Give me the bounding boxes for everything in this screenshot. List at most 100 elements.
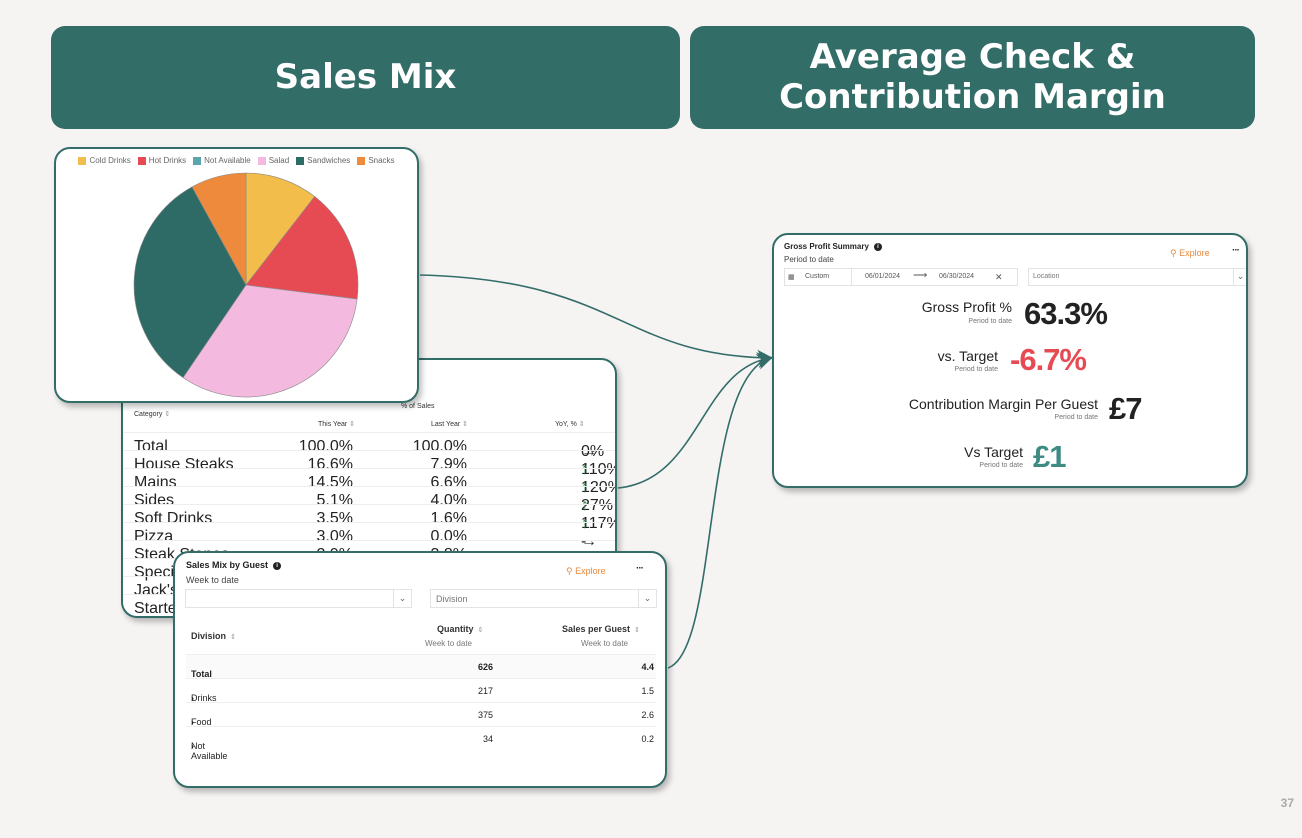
pie-legend: Cold Drinks Hot Drinks Not Available Salad S… <box>56 149 417 165</box>
chevron-right-icon[interactable]: › <box>191 741 194 751</box>
date-range-picker[interactable]: ▦ Custom 06/01/2024 ⟶ 06/30/2024 ✕ <box>784 268 1018 286</box>
sales-mix-pie-card: Cold Drinks Hot Drinks Not Available Salad S… <box>54 147 419 403</box>
connector-table-to-gp <box>617 352 774 489</box>
contribution-margin-value: £7 <box>1109 391 1142 426</box>
date-from[interactable]: 06/01/2024 <box>865 273 901 280</box>
contribution-margin-sub: Period to date <box>1054 414 1098 421</box>
trend-icon: → <box>581 443 597 460</box>
contribution-margin-label: Contribution Margin Per Guest <box>908 396 1098 412</box>
sales-mix-by-guest-card: Sales Mix by Guest i Week to date ⚲ Explo… <box>173 551 667 788</box>
legend-item[interactable]: Cold Drinks <box>78 156 131 165</box>
divider <box>851 269 852 285</box>
quantity-cell: 626 <box>477 662 493 672</box>
period-select[interactable]: ⌄ <box>185 589 412 608</box>
more-options-icon[interactable]: ··· <box>1232 245 1240 256</box>
average-check-banner: Average Check & Contribution Margin <box>690 26 1255 129</box>
table-row[interactable]: Total 100.0% 100.0% 0% → <box>123 432 615 460</box>
legend-label: Sandwiches <box>307 156 351 165</box>
legend-item[interactable]: Snacks <box>357 156 395 165</box>
spg-cell: 0.2 <box>641 734 654 744</box>
legend-label: Cold Drinks <box>89 156 131 165</box>
info-icon[interactable]: i <box>273 562 282 570</box>
spg-column-header[interactable]: Sales per Guest ⇕ <box>562 624 640 634</box>
spg-cell: 1.5 <box>641 686 654 696</box>
legend-item[interactable]: Not Available <box>193 156 251 165</box>
arrow-right-icon: ⟶ <box>913 270 928 281</box>
more-options-icon[interactable]: ··· <box>636 563 644 574</box>
quantity-column-header[interactable]: Quantity ⇕ <box>437 624 484 634</box>
legend-label: Salad <box>268 156 290 165</box>
gross-profit-sub: Period to date <box>968 318 1012 325</box>
cm-vs-target-value: £1 <box>1033 439 1066 474</box>
search-icon: ⚲ <box>566 566 573 576</box>
info-icon[interactable]: i <box>873 243 882 251</box>
pie-slice-salad[interactable] <box>182 284 358 398</box>
table-row[interactable]: › Drinks 217 1.5 <box>186 678 656 703</box>
cm-vs-target-label: Vs Target <box>964 444 1023 460</box>
legend-item[interactable]: Hot Drinks <box>137 156 187 165</box>
gross-profit-value: 63.3% <box>1024 296 1108 331</box>
legend-swatch <box>137 156 146 165</box>
chevron-right-icon[interactable]: › <box>191 693 194 703</box>
pie-slice-hot-drinks[interactable] <box>245 196 359 300</box>
date-mode[interactable]: Custom <box>805 273 830 280</box>
legend-label: Snacks <box>368 156 395 165</box>
sales-mix-pie-chart <box>133 172 359 398</box>
gp-card-title: Gross Profit Summary i <box>784 242 882 251</box>
gross-profit-summary-card: Gross Profit Summary i Period to date ⚲ E… <box>772 233 1248 488</box>
explore-button[interactable]: ⚲ Explore <box>566 566 606 576</box>
explore-button[interactable]: ⚲ Explore <box>1170 248 1210 258</box>
quantity-column-subheader: Week to date <box>425 639 472 648</box>
category-column-header[interactable]: Category ⇕ <box>134 411 171 418</box>
date-to[interactable]: 06/30/2024 <box>939 273 975 280</box>
gross-profit-label: Gross Profit % <box>921 299 1012 315</box>
division-column-header[interactable]: Division ⇕ <box>191 631 236 641</box>
connector-pie-to-gp <box>419 274 774 366</box>
cm-vs-target-sub: Period to date <box>979 462 1023 469</box>
chevron-down-icon: ⌄ <box>393 590 411 607</box>
calendar-icon: ▦ <box>788 274 795 281</box>
guest-card-title: Sales Mix by Guest i <box>186 560 282 570</box>
clear-date-icon[interactable]: ✕ <box>995 272 1003 282</box>
table-row[interactable]: › Food 375 2.6 <box>186 702 656 727</box>
legend-swatch <box>357 156 366 165</box>
vs-target-value: -6.7% <box>1010 342 1087 377</box>
legend-swatch <box>193 156 202 165</box>
table-row[interactable]: Soft Drinks 3.5% 1.6% 117% ↑ <box>123 504 615 532</box>
chevron-right-icon[interactable]: › <box>191 717 194 727</box>
pie-slice-cold-drinks[interactable] <box>245 172 316 286</box>
chevron-down-icon: ⌄ <box>1233 269 1246 285</box>
page-number: 37 <box>1280 796 1294 810</box>
location-select[interactable]: Location ⌄ <box>1028 268 1246 286</box>
vs-target-sub: Period to date <box>954 366 998 373</box>
legend-swatch <box>257 156 266 165</box>
pie-slice-snacks[interactable] <box>191 172 247 286</box>
division-select[interactable]: Division ⌄ <box>430 589 657 608</box>
gp-card-subtitle: Period to date <box>784 255 834 264</box>
table-row[interactable]: House Steaks 16.6% 7.9% 110% ↑ <box>123 450 615 478</box>
guest-card-subtitle: Week to date <box>186 575 239 585</box>
spg-cell: 4.4 <box>641 662 654 672</box>
quantity-cell: 375 <box>477 710 493 720</box>
legend-label: Hot Drinks <box>148 156 187 165</box>
legend-label: Not Available <box>204 156 251 165</box>
table-row[interactable]: Total 626 4.4 <box>186 654 656 679</box>
legend-item[interactable]: Salad <box>257 156 290 165</box>
this-year-column-header[interactable]: This Year ⇕ <box>318 421 356 428</box>
table-row[interactable]: Sides 5.1% 4.0% 27% ↑ <box>123 486 615 514</box>
spg-column-subheader: Week to date <box>581 639 628 648</box>
connector-guest-to-gp <box>667 354 774 669</box>
last-year-column-header[interactable]: Last Year ⇕ <box>431 421 469 428</box>
yoy-column-header[interactable]: YoY, % ⇕ <box>555 421 585 428</box>
legend-swatch <box>296 156 305 165</box>
trend-icon: ↑ <box>581 479 589 496</box>
trend-icon: → <box>581 533 597 550</box>
legend-item[interactable]: Sandwiches <box>296 156 350 165</box>
trend-icon: ↑ <box>581 497 589 514</box>
vs-target-label: vs. Target <box>937 348 998 364</box>
search-icon: ⚲ <box>1170 248 1177 258</box>
trend-icon: ↑ <box>581 515 589 532</box>
table-row[interactable]: › Not Available 34 0.2 <box>186 726 656 761</box>
